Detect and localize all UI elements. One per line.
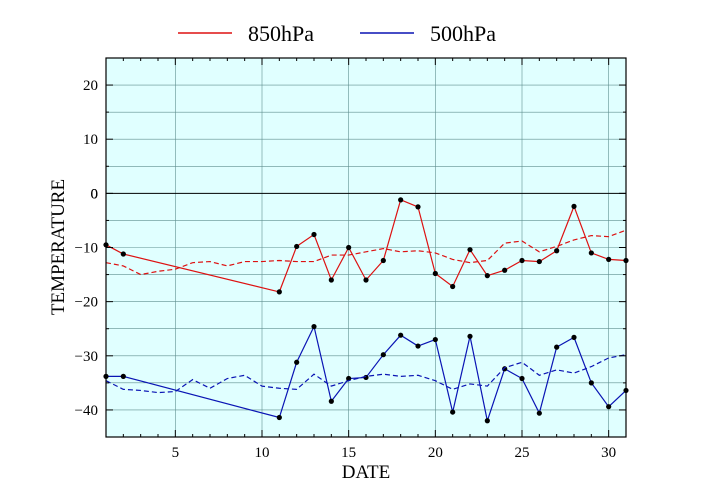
x-tick-label: 25 bbox=[515, 445, 530, 461]
data-point bbox=[380, 352, 386, 358]
data-point bbox=[363, 277, 369, 283]
data-point bbox=[536, 410, 542, 416]
x-axis-label: DATE bbox=[342, 462, 391, 483]
data-point bbox=[398, 332, 404, 338]
data-point bbox=[588, 380, 594, 386]
data-point bbox=[606, 404, 612, 410]
data-point bbox=[432, 336, 438, 343]
data-point bbox=[415, 204, 421, 210]
data-point bbox=[450, 409, 456, 415]
data-point bbox=[519, 257, 525, 264]
data-point bbox=[450, 283, 456, 290]
data-point bbox=[311, 231, 317, 238]
data-point bbox=[554, 344, 560, 350]
series-line-3-dashed bbox=[105, 354, 627, 394]
data-point bbox=[484, 418, 490, 424]
y-tick-label: 20 bbox=[83, 78, 98, 94]
y-tick-label: 0 bbox=[91, 186, 99, 202]
series-group bbox=[103, 197, 629, 424]
y-axis-label: TEMPERATURE bbox=[48, 179, 69, 315]
data-point bbox=[571, 334, 577, 340]
data-point bbox=[328, 277, 334, 283]
data-point bbox=[346, 244, 352, 251]
x-tick-label: 20 bbox=[428, 445, 443, 461]
y-tick-label: −10 bbox=[75, 241, 98, 257]
x-tick-label: 10 bbox=[255, 445, 270, 461]
data-point bbox=[294, 359, 300, 365]
x-tick-label: 5 bbox=[172, 445, 180, 461]
data-point bbox=[398, 197, 404, 203]
data-point bbox=[380, 257, 386, 264]
data-point bbox=[554, 248, 560, 254]
data-point bbox=[536, 258, 542, 265]
data-point bbox=[502, 267, 508, 273]
y-tick-label: 0 bbox=[91, 186, 99, 202]
data-point bbox=[432, 270, 438, 277]
data-point bbox=[415, 343, 421, 349]
data-point bbox=[276, 414, 282, 421]
data-point bbox=[328, 398, 334, 404]
legend: 850hPa 500hPa bbox=[178, 21, 496, 46]
data-point bbox=[571, 203, 577, 209]
legend-label-850hpa: 850hPa bbox=[248, 21, 314, 46]
y-tick-label: −40 bbox=[75, 403, 98, 419]
legend-label-500hpa: 500hPa bbox=[430, 21, 496, 46]
series-line-1-dashed bbox=[105, 229, 627, 276]
data-point bbox=[519, 375, 525, 382]
grid bbox=[106, 58, 626, 437]
data-point bbox=[363, 374, 369, 381]
data-point bbox=[467, 247, 473, 253]
y-tick-label: −20 bbox=[75, 295, 98, 311]
data-point bbox=[276, 289, 282, 295]
y-tick-label: −30 bbox=[75, 349, 98, 365]
data-point bbox=[311, 323, 317, 330]
data-point bbox=[467, 333, 473, 339]
data-point bbox=[588, 250, 594, 256]
y-tick-label: 10 bbox=[83, 132, 98, 148]
data-point bbox=[484, 273, 490, 279]
x-tick-label: 15 bbox=[341, 445, 356, 461]
x-tick-label: 30 bbox=[601, 445, 616, 461]
data-point bbox=[294, 243, 300, 250]
data-point bbox=[120, 251, 126, 257]
data-point bbox=[606, 256, 612, 263]
data-point bbox=[120, 373, 126, 379]
